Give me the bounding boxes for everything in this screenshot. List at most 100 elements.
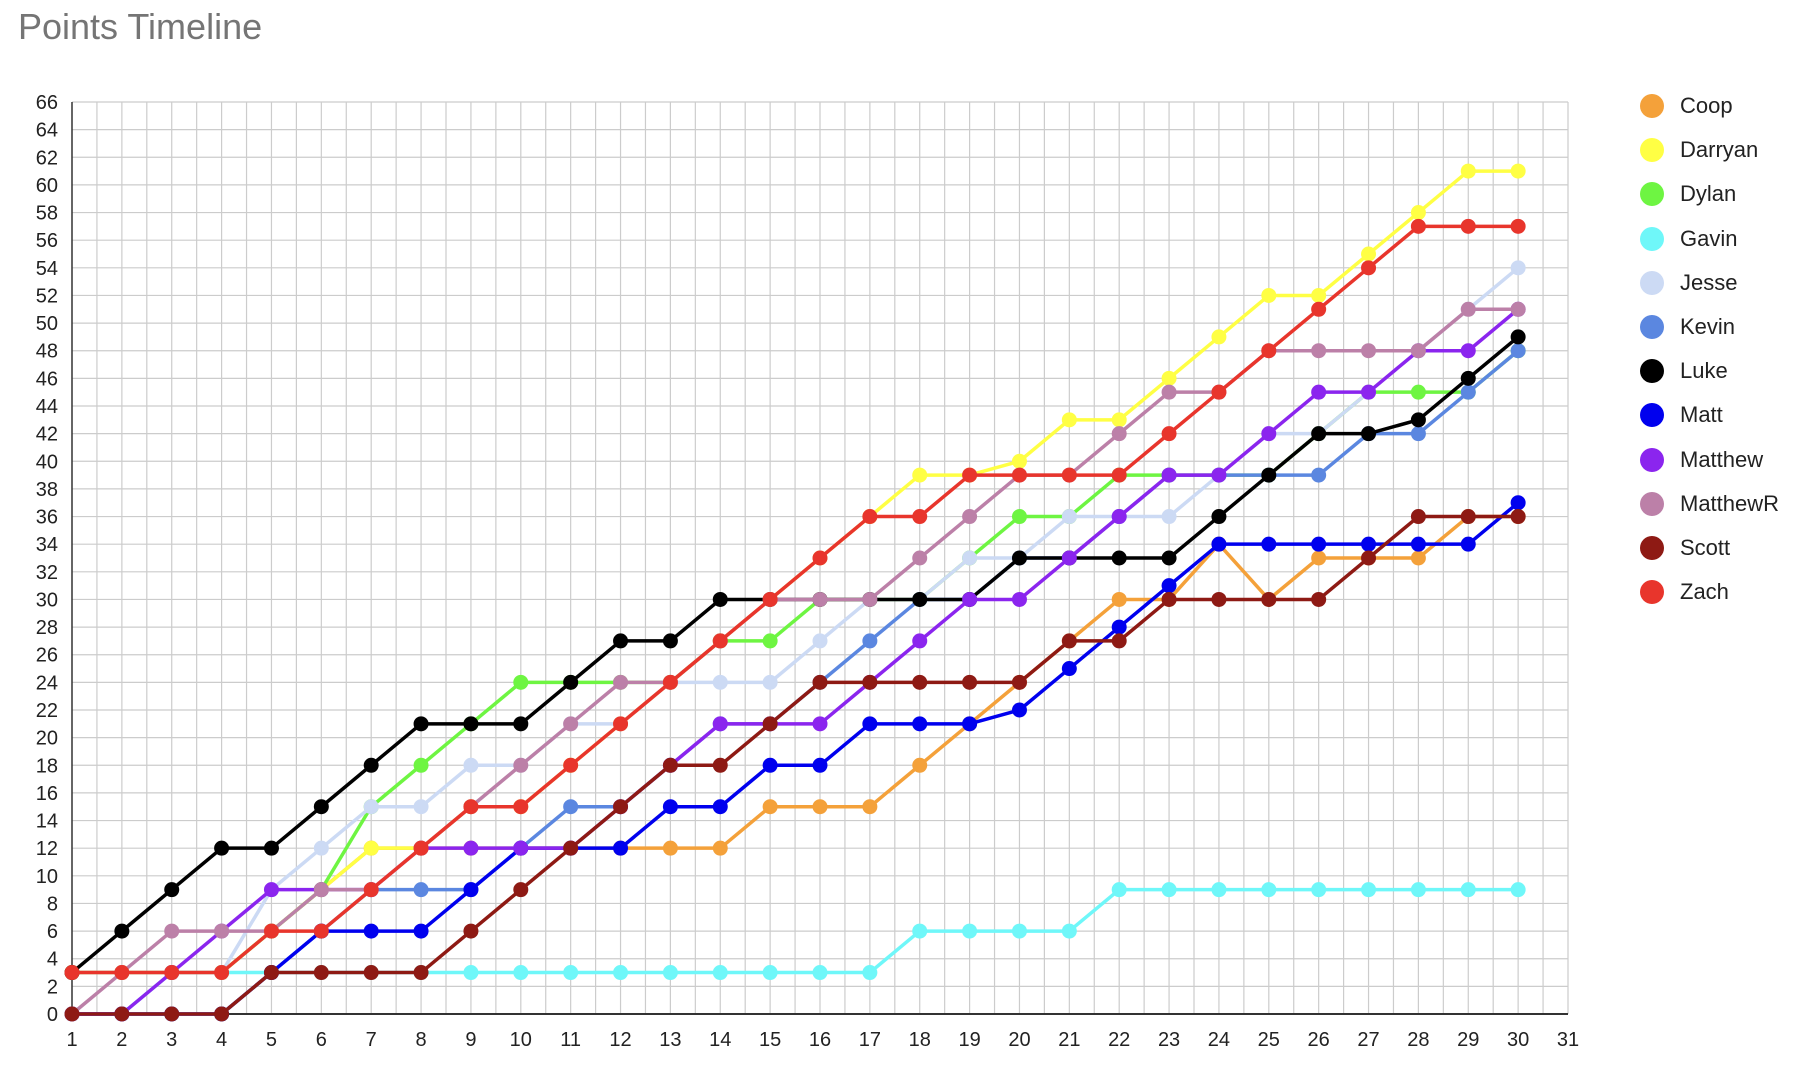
y-tick-label: 58: [36, 203, 58, 225]
data-point: [1311, 287, 1327, 303]
data-point: [912, 550, 928, 566]
data-point: [912, 591, 928, 607]
data-point: [1311, 343, 1327, 359]
data-point: [114, 923, 130, 939]
data-point: [1161, 882, 1177, 898]
legend-item-matt[interactable]: Matt: [1640, 393, 1779, 437]
data-point: [413, 923, 429, 939]
y-tick-label: 2: [47, 976, 58, 998]
data-point: [1011, 702, 1027, 718]
data-point: [662, 965, 678, 981]
data-point: [1211, 591, 1227, 607]
data-point: [164, 882, 180, 898]
legend-item-jesse[interactable]: Jesse: [1640, 261, 1779, 305]
x-tick-label: 2: [116, 1029, 127, 1051]
data-point: [1311, 882, 1327, 898]
data-point: [114, 1006, 130, 1022]
y-tick-label: 46: [36, 368, 58, 390]
data-point: [962, 716, 978, 732]
data-point: [513, 882, 529, 898]
legend-item-luke[interactable]: Luke: [1640, 349, 1779, 393]
data-point: [1011, 453, 1027, 469]
data-point: [1311, 467, 1327, 483]
legend-item-matthewr[interactable]: MatthewR: [1640, 482, 1779, 526]
data-point: [1460, 163, 1476, 179]
y-tick-label: 4: [47, 949, 58, 971]
data-point: [762, 799, 778, 815]
data-point: [563, 674, 579, 690]
data-point: [912, 923, 928, 939]
data-point: [1261, 287, 1277, 303]
legend-item-matthew[interactable]: Matthew: [1640, 438, 1779, 482]
data-point: [812, 757, 828, 773]
y-tick-label: 34: [36, 534, 58, 556]
chart-axes: 0246810121416182022242628303234363840424…: [36, 92, 1579, 1051]
data-point: [1111, 633, 1127, 649]
data-point: [463, 716, 479, 732]
data-point: [712, 716, 728, 732]
y-tick-label: 22: [36, 700, 58, 722]
x-tick-label: 3: [166, 1029, 177, 1051]
data-point: [862, 633, 878, 649]
data-point: [912, 467, 928, 483]
x-tick-label: 27: [1357, 1029, 1379, 1051]
data-point: [1311, 536, 1327, 552]
y-tick-label: 14: [36, 811, 58, 833]
legend-swatch: [1640, 447, 1664, 472]
data-point: [862, 591, 878, 607]
data-point: [1311, 384, 1327, 400]
legend-item-darryan[interactable]: Darryan: [1640, 128, 1779, 172]
data-point: [912, 757, 928, 773]
series-zach: [64, 218, 1526, 981]
legend-item-scott[interactable]: Scott: [1640, 526, 1779, 570]
legend-label: Dylan: [1680, 181, 1737, 207]
data-point: [313, 840, 329, 856]
data-point: [1211, 467, 1227, 483]
data-point: [1011, 550, 1027, 566]
data-point: [1460, 536, 1476, 552]
data-point: [513, 799, 529, 815]
data-point: [613, 633, 629, 649]
data-point: [812, 799, 828, 815]
data-point: [164, 965, 180, 981]
data-point: [263, 882, 279, 898]
data-point: [1510, 343, 1526, 359]
legend-swatch: [1640, 315, 1664, 340]
data-point: [1361, 426, 1377, 442]
legend-item-gavin[interactable]: Gavin: [1640, 217, 1779, 261]
data-point: [662, 757, 678, 773]
data-point: [413, 965, 429, 981]
data-point: [613, 716, 629, 732]
data-point: [214, 840, 230, 856]
legend-label: Coop: [1680, 93, 1733, 119]
data-point: [263, 965, 279, 981]
data-point: [563, 799, 579, 815]
data-point: [912, 633, 928, 649]
data-point: [712, 633, 728, 649]
legend-item-zach[interactable]: Zach: [1640, 570, 1779, 614]
data-point: [313, 882, 329, 898]
data-point: [762, 965, 778, 981]
data-point: [762, 716, 778, 732]
data-point: [1510, 218, 1526, 234]
legend-item-kevin[interactable]: Kevin: [1640, 305, 1779, 349]
data-point: [1510, 495, 1526, 511]
x-tick-label: 25: [1258, 1029, 1280, 1051]
legend-label: Jesse: [1680, 269, 1738, 295]
data-point: [1361, 343, 1377, 359]
series-line: [72, 307, 1520, 1016]
y-tick-label: 54: [36, 258, 58, 280]
x-tick-label: 16: [809, 1029, 831, 1051]
data-point: [1460, 370, 1476, 386]
data-point: [463, 840, 479, 856]
data-point: [1460, 218, 1476, 234]
legend-item-coop[interactable]: Coop: [1640, 84, 1779, 128]
data-point: [712, 799, 728, 815]
legend-swatch: [1640, 182, 1664, 207]
data-point: [662, 674, 678, 690]
data-point: [1410, 550, 1426, 566]
legend-item-dylan[interactable]: Dylan: [1640, 172, 1779, 216]
data-point: [214, 923, 230, 939]
data-point: [1011, 591, 1027, 607]
data-point: [862, 509, 878, 525]
